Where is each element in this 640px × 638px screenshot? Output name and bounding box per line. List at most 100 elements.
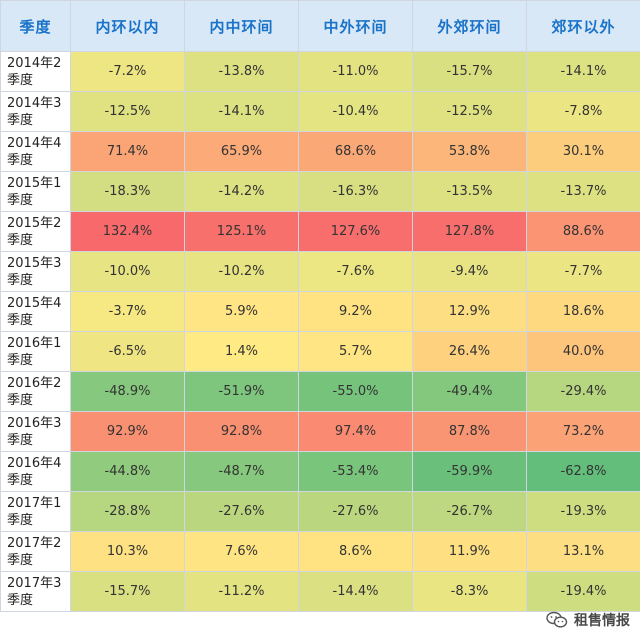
heat-cell: -28.8% [70, 491, 185, 532]
heat-cell: -48.9% [70, 371, 185, 412]
table-row: 2015年4 季度 -3.7% 5.9% 9.2% 12.9% 18.6% [0, 291, 640, 332]
heat-cell: 13.1% [526, 531, 640, 572]
heat-cell: -13.5% [412, 171, 527, 212]
heat-cell: -55.0% [298, 371, 413, 412]
column-header: 郊环以外 [526, 0, 640, 52]
row-label: 2017年1 季度 [0, 491, 71, 532]
heat-cell: -19.4% [526, 571, 640, 612]
row-label-line1: 2016年1 [7, 335, 62, 351]
row-label: 2015年4 季度 [0, 291, 71, 332]
heat-cell: -10.4% [298, 91, 413, 132]
row-label-line2: 季度 [7, 72, 34, 88]
heat-cell: -15.7% [412, 51, 527, 92]
heat-cell: 1.4% [184, 331, 299, 372]
heat-cell: 92.8% [184, 411, 299, 452]
heat-cell: -6.5% [70, 331, 185, 372]
heat-cell: 68.6% [298, 131, 413, 172]
row-label-line1: 2015年3 [7, 255, 62, 271]
heat-cell: 127.8% [412, 211, 527, 252]
heat-cell: -7.2% [70, 51, 185, 92]
heat-cell: -14.4% [298, 571, 413, 612]
heat-cell: 97.4% [298, 411, 413, 452]
heat-cell: -9.4% [412, 251, 527, 292]
column-header: 外郊环间 [412, 0, 527, 52]
corner-header: 季度 [0, 0, 71, 52]
heat-cell: -7.6% [298, 251, 413, 292]
heat-cell: -48.7% [184, 451, 299, 492]
row-label: 2017年2 季度 [0, 531, 71, 572]
heat-cell: 73.2% [526, 411, 640, 452]
heat-cell: 53.8% [412, 131, 527, 172]
heat-cell: 5.9% [184, 291, 299, 332]
row-label-line2: 季度 [7, 472, 34, 488]
row-label-line2: 季度 [7, 192, 34, 208]
heat-cell: -10.2% [184, 251, 299, 292]
row-label: 2014年2 季度 [0, 51, 71, 92]
heat-cell: 9.2% [298, 291, 413, 332]
row-label: 2016年2 季度 [0, 371, 71, 412]
row-label-line1: 2017年2 [7, 535, 62, 551]
heat-cell: -49.4% [412, 371, 527, 412]
table-row: 2015年1 季度 -18.3% -14.2% -16.3% -13.5% -13.7% [0, 171, 640, 212]
table-row: 2016年1 季度 -6.5% 1.4% 5.7% 26.4% 40.0% [0, 331, 640, 372]
heat-cell: 26.4% [412, 331, 527, 372]
row-label: 2016年1 季度 [0, 331, 71, 372]
row-label: 2016年4 季度 [0, 451, 71, 492]
heat-cell: -7.7% [526, 251, 640, 292]
column-header: 内中环间 [184, 0, 299, 52]
table-row: 2014年4 季度 71.4% 65.9% 68.6% 53.8% 30.1% [0, 131, 640, 172]
row-label: 2015年2 季度 [0, 211, 71, 252]
row-label: 2015年1 季度 [0, 171, 71, 212]
heat-cell: -14.1% [526, 51, 640, 92]
heat-cell: -13.7% [526, 171, 640, 212]
table-row: 2014年2 季度 -7.2% -13.8% -11.0% -15.7% -14.1% [0, 51, 640, 92]
table-row: 2016年4 季度 -44.8% -48.7% -53.4% -59.9% -62.8% [0, 451, 640, 492]
row-label-line2: 季度 [7, 592, 34, 608]
row-label-line2: 季度 [7, 512, 34, 528]
heat-cell: -27.6% [184, 491, 299, 532]
heat-cell: -7.8% [526, 91, 640, 132]
heat-cell: 7.6% [184, 531, 299, 572]
table-row: 2017年1 季度 -28.8% -27.6% -27.6% -26.7% -19.3% [0, 491, 640, 532]
row-label-line2: 季度 [7, 392, 34, 408]
row-label: 2014年3 季度 [0, 91, 71, 132]
heat-cell: -15.7% [70, 571, 185, 612]
heat-cell: 92.9% [70, 411, 185, 452]
row-label-line1: 2015年2 [7, 215, 62, 231]
row-label-line1: 2015年1 [7, 175, 62, 191]
row-label: 2015年3 季度 [0, 251, 71, 292]
heat-cell: -44.8% [70, 451, 185, 492]
row-label-line2: 季度 [7, 352, 34, 368]
table-row: 2015年2 季度 132.4% 125.1% 127.6% 127.8% 88.6% [0, 211, 640, 252]
row-label-line2: 季度 [7, 432, 34, 448]
heat-cell: 8.6% [298, 531, 413, 572]
row-label: 2016年3 季度 [0, 411, 71, 452]
heatmap-body: 2014年2 季度 -7.2% -13.8% -11.0% -15.7% -14.1% 201… [0, 51, 640, 612]
heat-cell: 127.6% [298, 211, 413, 252]
heat-cell: 18.6% [526, 291, 640, 332]
row-label-line1: 2017年3 [7, 575, 62, 591]
watermark-text: 租售情报 [574, 613, 630, 629]
heat-cell: -16.3% [298, 171, 413, 212]
heatmap-table: 季度 内环以内 内中环间 中外环间 外郊环间 郊环以外 2014年2 季度 -7.2… [0, 0, 640, 612]
heat-cell: -26.7% [412, 491, 527, 532]
row-label-line1: 2016年3 [7, 415, 62, 431]
row-label-line2: 季度 [7, 152, 34, 168]
table-row: 2016年3 季度 92.9% 92.8% 97.4% 87.8% 73.2% [0, 411, 640, 452]
heat-cell: 30.1% [526, 131, 640, 172]
header-row: 季度 内环以内 内中环间 中外环间 外郊环间 郊环以外 [0, 0, 640, 52]
table-row: 2015年3 季度 -10.0% -10.2% -7.6% -9.4% -7.7% [0, 251, 640, 292]
row-label-line1: 2014年3 [7, 95, 62, 111]
heat-cell: -62.8% [526, 451, 640, 492]
column-header: 中外环间 [298, 0, 413, 52]
heat-cell: 5.7% [298, 331, 413, 372]
heat-cell: 88.6% [526, 211, 640, 252]
heat-cell: -13.8% [184, 51, 299, 92]
heat-cell: 87.8% [412, 411, 527, 452]
heat-cell: -8.3% [412, 571, 527, 612]
row-label-line1: 2016年2 [7, 375, 62, 391]
heat-cell: -19.3% [526, 491, 640, 532]
heat-cell: 11.9% [412, 531, 527, 572]
column-header: 内环以内 [70, 0, 185, 52]
heat-cell: -12.5% [412, 91, 527, 132]
